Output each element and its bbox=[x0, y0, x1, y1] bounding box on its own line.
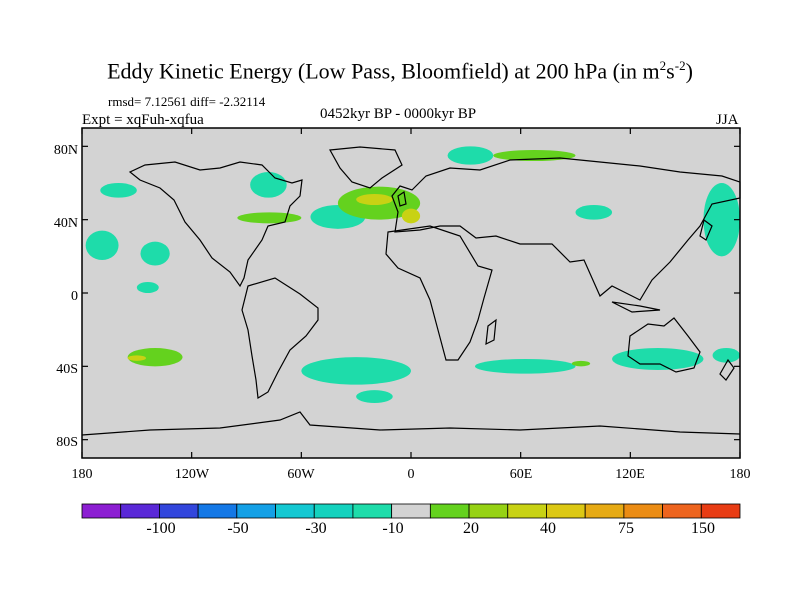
colorbar-label: 20 bbox=[463, 520, 479, 537]
colorbar-swatch bbox=[623, 503, 663, 519]
anomaly-region bbox=[571, 360, 591, 367]
colorbar-swatch bbox=[236, 503, 276, 519]
anomaly-region bbox=[250, 172, 287, 198]
anomaly-region bbox=[237, 212, 302, 224]
colorbar-swatch bbox=[197, 503, 238, 519]
colorbar-swatch bbox=[662, 503, 702, 519]
colorbar-swatch bbox=[584, 503, 625, 519]
colorbar-swatch bbox=[468, 503, 509, 519]
colorbar-swatch bbox=[159, 503, 199, 519]
anomaly-region bbox=[612, 348, 704, 370]
anomaly-region bbox=[100, 183, 137, 198]
anomaly-region bbox=[140, 241, 170, 266]
colorbar-label: -50 bbox=[227, 520, 249, 537]
x-tick-label: 180 bbox=[729, 467, 751, 482]
colorbar-swatch bbox=[507, 503, 547, 519]
anomaly-region bbox=[401, 208, 421, 224]
anomaly-region bbox=[447, 146, 494, 165]
experiment-label: Expt = xqFuh-xqfua bbox=[82, 112, 204, 128]
x-tick-label: 180 bbox=[71, 467, 93, 482]
anomaly-region bbox=[127, 348, 183, 367]
colorbar-swatch bbox=[275, 503, 315, 519]
x-tick-label: 0 bbox=[407, 467, 415, 482]
colorbar-swatch bbox=[81, 503, 122, 519]
y-tick-label: 80N bbox=[53, 143, 78, 158]
period-label: 0452kyr BP - 0000kyr BP bbox=[320, 106, 477, 122]
x-tick-label: 60E bbox=[509, 467, 533, 482]
x-tick-label: 120E bbox=[615, 467, 645, 482]
y-tick-label: 40N bbox=[53, 216, 78, 231]
colorbar-label: 75 bbox=[618, 520, 634, 537]
anomaly-region bbox=[136, 282, 159, 293]
colorbar-swatch bbox=[352, 503, 393, 519]
y-tick-label: 0 bbox=[71, 289, 78, 304]
y-tick-label: 80S bbox=[56, 435, 78, 450]
anomaly-region bbox=[712, 348, 741, 363]
colorbar-swatch bbox=[313, 503, 354, 519]
colorbar-swatch bbox=[120, 503, 160, 519]
colorbar bbox=[81, 503, 741, 519]
colorbar-label: -30 bbox=[305, 520, 327, 537]
anomaly-region bbox=[356, 194, 393, 205]
stats-text: rmsd= 7.12561 diff= -2.32114 bbox=[108, 94, 266, 109]
anomaly-region bbox=[127, 355, 146, 361]
chart-title: Eddy Kinetic Energy (Low Pass, Bloomfiel… bbox=[107, 58, 693, 84]
map-background bbox=[82, 128, 740, 458]
anomaly-region bbox=[474, 359, 576, 374]
colorbar-label: -100 bbox=[146, 520, 176, 537]
anomaly-region bbox=[85, 230, 119, 260]
colorbar-swatch bbox=[700, 503, 741, 519]
colorbar-swatch bbox=[429, 503, 470, 519]
x-tick-label: 60W bbox=[287, 467, 315, 482]
anomaly-region bbox=[301, 357, 411, 385]
anomaly-region bbox=[575, 205, 613, 220]
anomaly-region bbox=[356, 390, 393, 404]
season-label: JJA bbox=[716, 112, 739, 128]
colorbar-swatch bbox=[546, 503, 586, 519]
colorbar-label: 40 bbox=[540, 520, 556, 537]
y-tick-label: 40S bbox=[56, 362, 78, 377]
anomaly-region bbox=[703, 183, 740, 257]
colorbar-label: -10 bbox=[382, 520, 404, 537]
colorbar-swatch bbox=[391, 503, 431, 519]
colorbar-label: 150 bbox=[691, 520, 715, 537]
x-tick-label: 120W bbox=[174, 467, 210, 482]
coastlines bbox=[81, 146, 741, 436]
